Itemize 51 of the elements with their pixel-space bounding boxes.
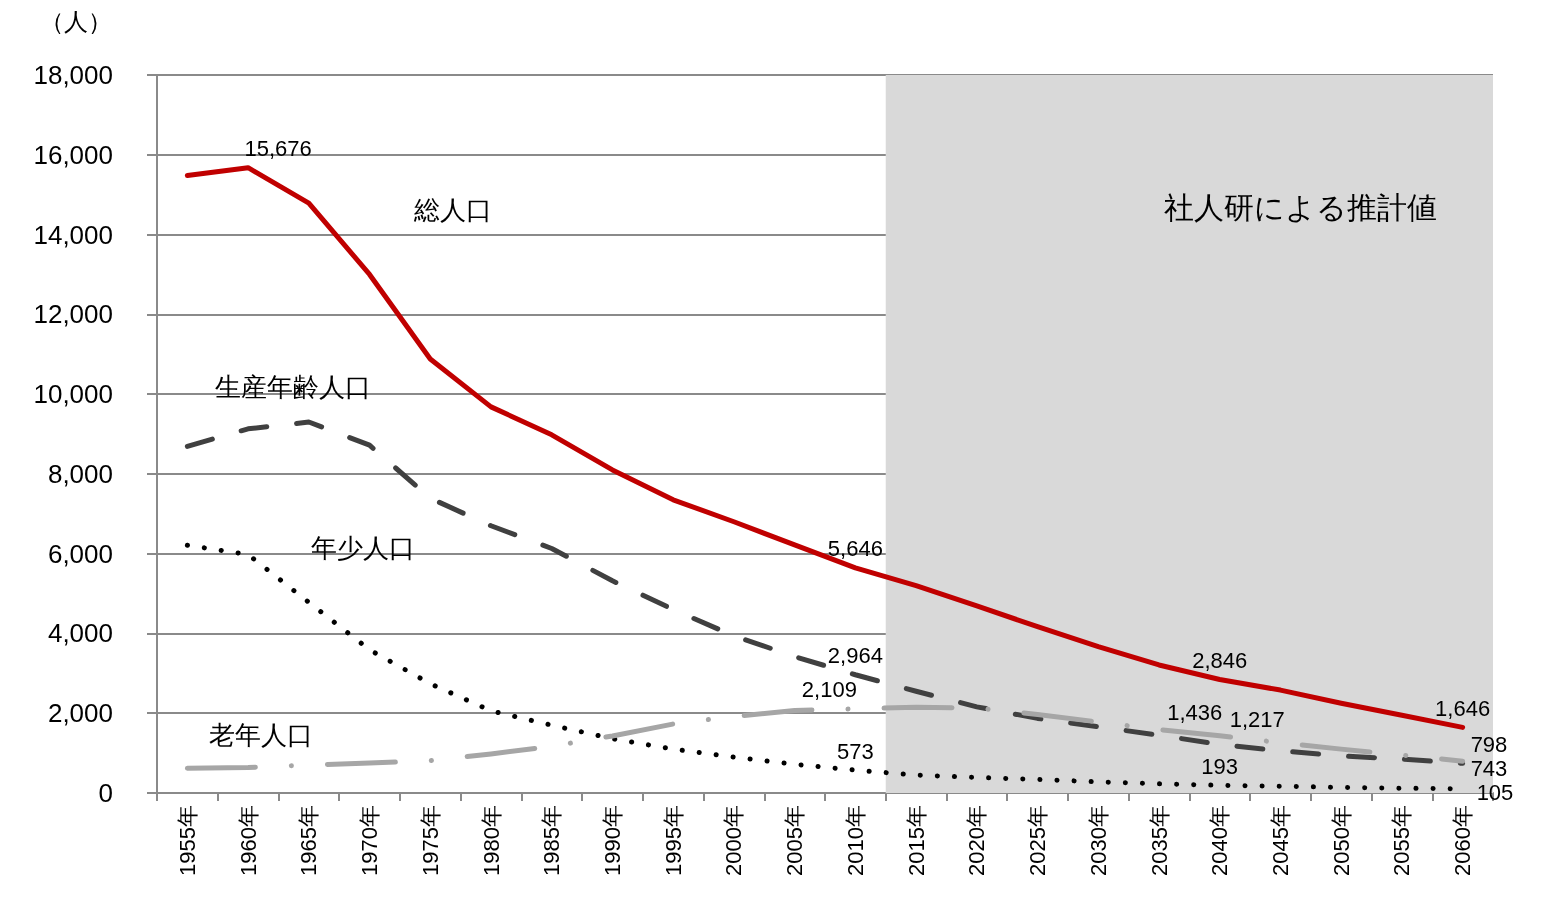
data-label: 798 bbox=[1470, 731, 1508, 757]
x-tick-label: 1985年 bbox=[539, 805, 565, 876]
data-label: 193 bbox=[1201, 753, 1239, 779]
data-label: 2,964 bbox=[827, 643, 883, 669]
y-tick-label: 0 bbox=[98, 778, 113, 808]
y-tick-label: 4,000 bbox=[47, 618, 113, 649]
data-label: 105 bbox=[1476, 780, 1514, 806]
data-label: 2,109 bbox=[801, 677, 857, 703]
x-tick-label: 1995年 bbox=[660, 805, 686, 876]
x-tick-label: 2055年 bbox=[1389, 805, 1415, 876]
band-label: 社人研による推計値 bbox=[1164, 191, 1438, 225]
series-label: 生産年齢人口 bbox=[215, 372, 372, 403]
y-tick-label: 10,000 bbox=[33, 379, 113, 410]
data-label: 2,846 bbox=[1192, 647, 1248, 673]
series-label: 年少人口 bbox=[310, 533, 415, 563]
data-label: 573 bbox=[837, 738, 874, 764]
x-tick-label: 2000年 bbox=[721, 805, 747, 876]
x-tick-label: 2060年 bbox=[1450, 805, 1476, 876]
y-tick-label: 14,000 bbox=[33, 219, 113, 250]
y-tick-label: 16,000 bbox=[33, 139, 113, 170]
x-tick-label: 2045年 bbox=[1267, 805, 1293, 876]
data-label: 15,676 bbox=[244, 136, 312, 162]
x-tick-label: 1970年 bbox=[357, 805, 383, 876]
data-label: 5,646 bbox=[827, 536, 883, 562]
x-tick-label: 2050年 bbox=[1328, 805, 1354, 876]
x-tick-label: 1975年 bbox=[417, 805, 443, 876]
data-label: 743 bbox=[1470, 755, 1508, 781]
y-tick-label: 6,000 bbox=[47, 538, 113, 569]
y-tick-label: 18,000 bbox=[33, 60, 113, 90]
data-label: 1,217 bbox=[1229, 706, 1285, 732]
x-tick-label: 2005年 bbox=[782, 805, 808, 876]
text: 総人口 bbox=[412, 195, 492, 226]
x-tick-label: 1990年 bbox=[599, 805, 625, 876]
x-tick-label: 2015年 bbox=[903, 805, 929, 876]
x-tick-label: 2035年 bbox=[1146, 805, 1172, 876]
x-tick-label: 1980年 bbox=[478, 805, 504, 876]
x-tick-label: 2030年 bbox=[1085, 805, 1111, 876]
x-tick-label: 2010年 bbox=[842, 805, 868, 876]
series-label: 老年人口 bbox=[209, 720, 314, 750]
y-tick-label: 12,000 bbox=[33, 299, 113, 330]
data-label: 1,646 bbox=[1435, 695, 1491, 721]
x-tick-label: 1965年 bbox=[296, 805, 322, 876]
x-tick-label: 2020年 bbox=[964, 805, 990, 876]
data-label: 1,436 bbox=[1167, 700, 1223, 726]
x-tick-label: 1955年 bbox=[174, 805, 200, 876]
y-axis-title: （人） bbox=[40, 7, 112, 35]
x-tick-label: 1960年 bbox=[235, 805, 261, 876]
y-tick-label: 8,000 bbox=[47, 458, 113, 489]
x-tick-label: 2040年 bbox=[1207, 805, 1233, 876]
x-tick-label: 2025年 bbox=[1025, 805, 1051, 876]
y-tick-label: 2,000 bbox=[47, 698, 113, 729]
